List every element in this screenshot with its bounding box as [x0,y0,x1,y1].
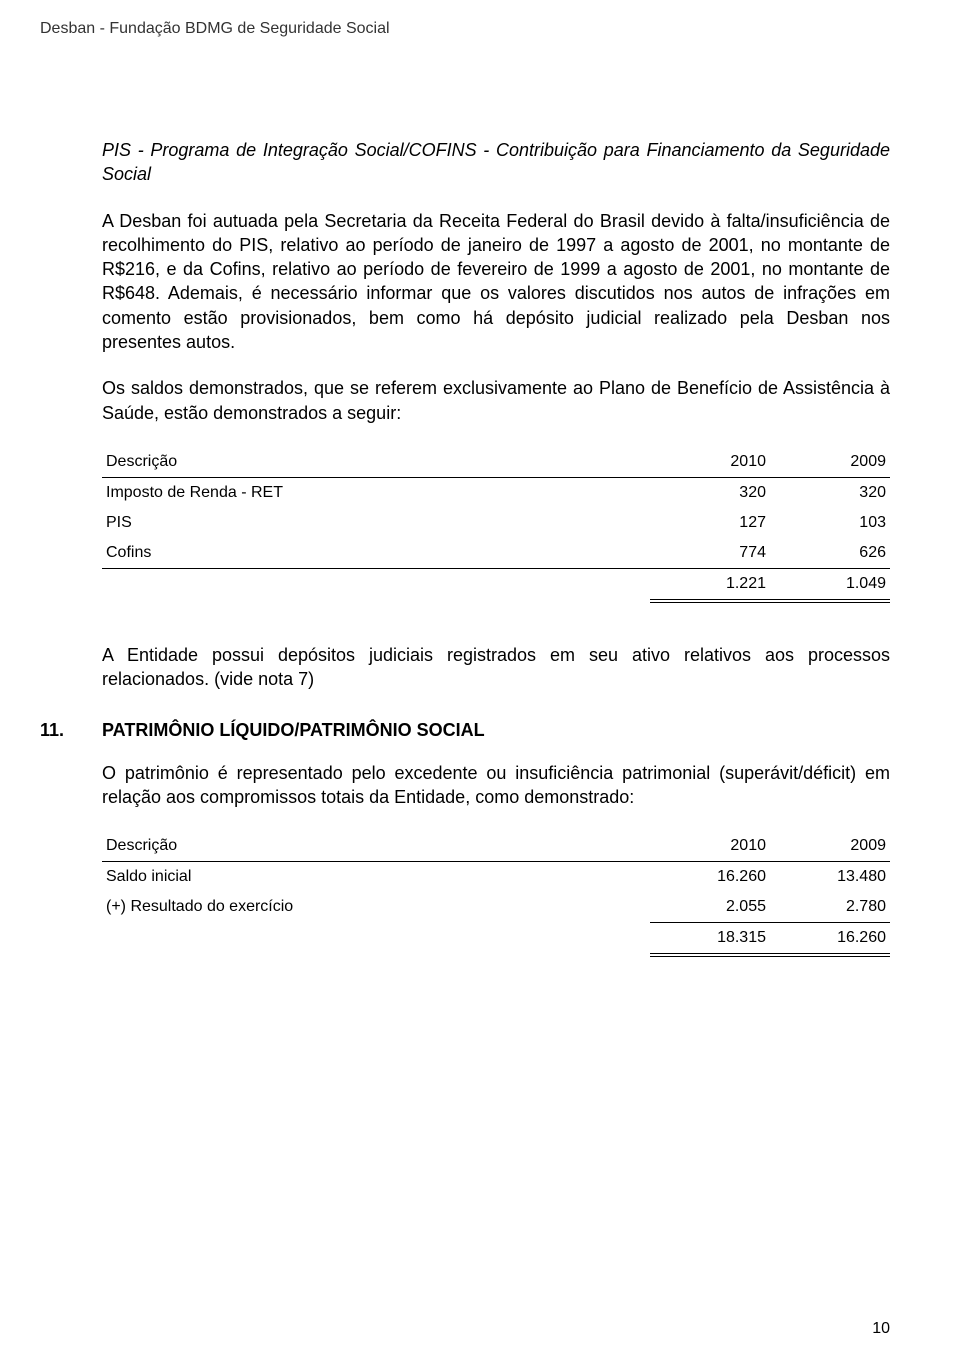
cell-label: Imposto de Renda - RET [102,477,650,508]
paragraph-depositos: A Entidade possui depósitos judiciais re… [102,643,890,692]
paragraph-saldos-intro: Os saldos demonstrados, que se referem e… [102,376,890,425]
col-header-2010: 2010 [650,831,770,862]
col-header-descricao: Descrição [102,831,650,862]
cell-value: 320 [650,477,770,508]
section-number: 11. [40,720,102,741]
cell-value: 2.780 [770,892,890,923]
table-row: Cofins 774 626 [102,538,890,569]
table-saldos: Descrição 2010 2009 Imposto de Renda - R… [102,447,890,603]
cell-label-empty [102,923,650,956]
cell-total: 1.049 [770,568,890,601]
cell-value: 626 [770,538,890,569]
cell-label-empty [102,568,650,601]
cell-total: 1.221 [650,568,770,601]
section-title: PATRIMÔNIO LÍQUIDO/PATRIMÔNIO SOCIAL [102,720,485,741]
paragraph-patrimonio: O patrimônio é representado pelo exceden… [102,761,890,810]
table-row-total: 1.221 1.049 [102,568,890,601]
document-header: Desban - Fundação BDMG de Seguridade Soc… [40,20,890,38]
cell-label: Cofins [102,538,650,569]
cell-value: 127 [650,508,770,538]
cell-value: 2.055 [650,892,770,923]
table-patrimonio: Descrição 2010 2009 Saldo inicial 16.260… [102,831,890,957]
cell-total: 18.315 [650,923,770,956]
table-row: Saldo inicial 16.260 13.480 [102,862,890,893]
paragraph-autuacao: A Desban foi autuada pela Secretaria da … [102,209,890,355]
table-row: (+) Resultado do exercício 2.055 2.780 [102,892,890,923]
cell-value: 103 [770,508,890,538]
cell-label: (+) Resultado do exercício [102,892,650,923]
table-row: Imposto de Renda - RET 320 320 [102,477,890,508]
section-11-heading: 11. PATRIMÔNIO LÍQUIDO/PATRIMÔNIO SOCIAL [40,720,890,741]
cell-label: Saldo inicial [102,862,650,893]
cell-label: PIS [102,508,650,538]
table-row-total: 18.315 16.260 [102,923,890,956]
subheading-pis-cofins: PIS - Programa de Integração Social/COFI… [102,138,890,187]
content-block: PIS - Programa de Integração Social/COFI… [40,138,890,692]
page-container: Desban - Fundação BDMG de Seguridade Soc… [0,0,960,1362]
cell-value: 774 [650,538,770,569]
cell-value: 16.260 [650,862,770,893]
cell-value: 13.480 [770,862,890,893]
table-row: Descrição 2010 2009 [102,831,890,862]
col-header-2009: 2009 [770,831,890,862]
cell-value: 320 [770,477,890,508]
table-row: Descrição 2010 2009 [102,447,890,478]
cell-total: 16.260 [770,923,890,956]
table-row: PIS 127 103 [102,508,890,538]
page-number: 10 [872,1320,890,1338]
col-header-2010: 2010 [650,447,770,478]
spacer [102,617,890,643]
col-header-descricao: Descrição [102,447,650,478]
col-header-2009: 2009 [770,447,890,478]
content-block-2: O patrimônio é representado pelo exceden… [40,761,890,958]
